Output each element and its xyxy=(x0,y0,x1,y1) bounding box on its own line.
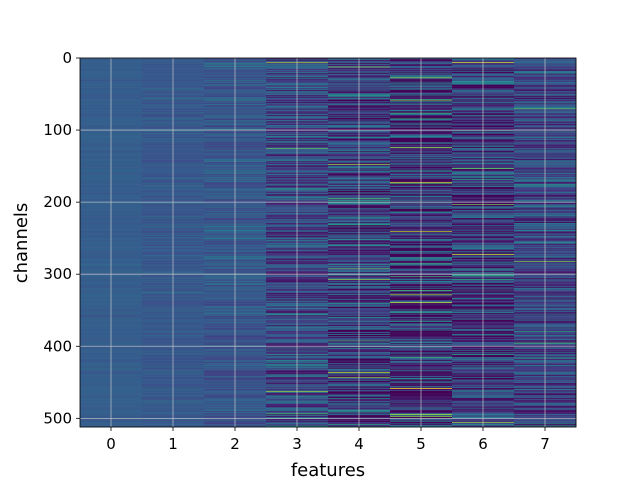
y-axis-label: channels xyxy=(11,203,32,284)
y-tick-label: 400 xyxy=(43,337,72,355)
x-tick-label: 7 xyxy=(540,435,550,453)
x-axis-label: features xyxy=(291,460,365,480)
y-tick-label: 100 xyxy=(43,121,72,139)
y-tick-label: 300 xyxy=(43,265,72,283)
y-tick-label: 500 xyxy=(43,409,72,427)
y-tick-label: 200 xyxy=(43,193,72,211)
y-tick-label: 0 xyxy=(62,49,72,67)
heatmap-cells xyxy=(80,58,577,428)
x-tick-label: 5 xyxy=(416,435,426,453)
x-tick-label: 2 xyxy=(230,435,240,453)
x-axis: 0 1 2 3 4 5 6 7 xyxy=(106,427,550,453)
y-axis: 0 100 200 300 400 500 xyxy=(43,49,80,427)
x-tick-label: 1 xyxy=(168,435,178,453)
x-tick-label: 0 xyxy=(106,435,116,453)
x-tick-label: 4 xyxy=(354,435,364,453)
x-tick-label: 3 xyxy=(292,435,302,453)
plot-frame xyxy=(79,57,577,428)
x-tick-label: 6 xyxy=(478,435,488,453)
grid-lines xyxy=(80,57,576,427)
